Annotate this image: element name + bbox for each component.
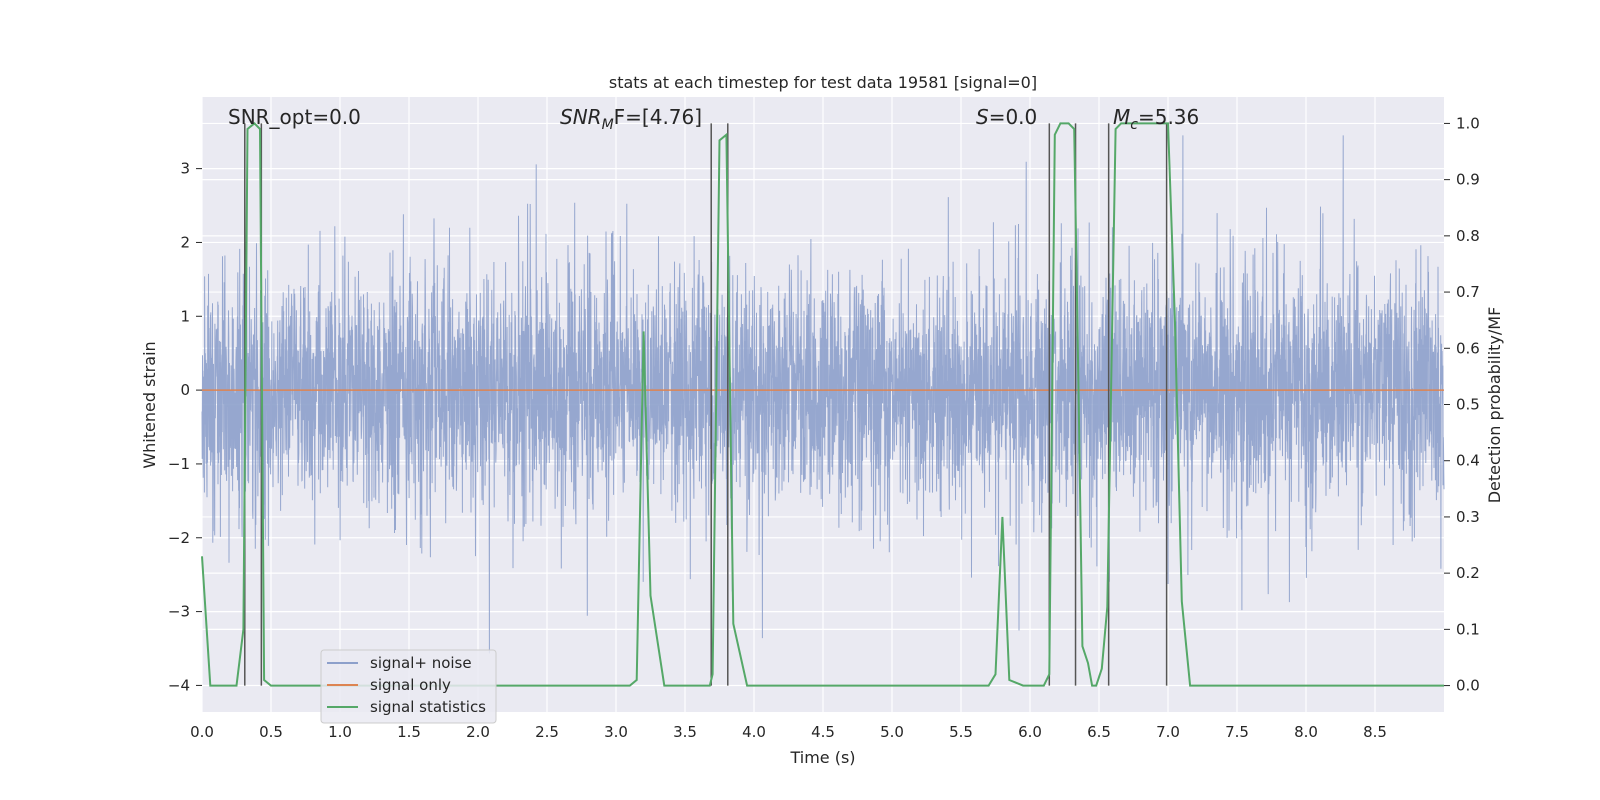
- annotation-snr-mf-main: SNR: [560, 105, 602, 129]
- x-tick-label: 0.0: [190, 723, 214, 741]
- y2-tick-label: 0.0: [1456, 677, 1480, 695]
- chart-title: stats at each timestep for test data 195…: [609, 73, 1037, 92]
- y-tick-label: 0: [180, 381, 190, 399]
- x-tick-label: 6.5: [1087, 723, 1111, 741]
- legend: signal+ noise signal only signal statist…: [320, 649, 497, 724]
- legend-label-noise: signal+ noise: [370, 654, 472, 672]
- y2-axis-label: Detection probability/MF: [1485, 307, 1504, 504]
- annotation-snr-mf: SNRMF=[4.76]: [560, 105, 702, 133]
- x-tick-label: 8.0: [1294, 723, 1318, 741]
- y2-tick-label: 0.7: [1456, 283, 1480, 301]
- annotation-s-rest: =0.0: [989, 105, 1038, 129]
- y2-tick-labels: 1.0 0.9 0.8 0.7 0.6 0.5 0.4 0.3 0.2 0.1 0.0: [1444, 114, 1480, 695]
- y2-tick-label: 0.2: [1456, 564, 1480, 582]
- y-tick-label: −2: [168, 529, 190, 547]
- annotation-mc-sub: c: [1130, 117, 1138, 133]
- y-axis-label: Whitened strain: [140, 341, 159, 468]
- x-axis-label: Time (s): [789, 748, 855, 767]
- x-tick-label: 8.5: [1363, 723, 1387, 741]
- x-tick-label: 7.0: [1156, 723, 1180, 741]
- legend-box: [320, 649, 497, 724]
- y2-tick-label: 1.0: [1456, 114, 1480, 132]
- x-tick-label: 3.0: [604, 723, 628, 741]
- legend-label-stats: signal statistics: [370, 698, 486, 716]
- y-tick-label: −3: [168, 603, 190, 621]
- annotation-mc-main: M: [1113, 105, 1130, 129]
- annotation-s: S=0.0: [976, 105, 1037, 129]
- y-tick-labels: 3 2 1 0 −1 −2 −3 −4: [168, 160, 202, 694]
- y-tick-label: −4: [168, 676, 190, 694]
- annotation-mc-rest: =5.36: [1138, 105, 1199, 129]
- x-tick-label: 1.0: [328, 723, 352, 741]
- y2-tick-label: 0.8: [1456, 227, 1480, 245]
- y-tick-label: 1: [180, 307, 190, 325]
- x-tick-label: 3.5: [673, 723, 697, 741]
- annotation-s-main: S: [976, 105, 989, 129]
- x-tick-label: 1.5: [397, 723, 421, 741]
- x-tick-label: 2.5: [535, 723, 559, 741]
- x-tick-labels: 0.0 0.5 1.0 1.5 2.0 2.5 3.0 3.5 4.0 4.5 5.0 5.5 6.0 6…: [190, 723, 1387, 741]
- x-tick-label: 4.0: [742, 723, 766, 741]
- x-tick-label: 7.5: [1225, 723, 1249, 741]
- y2-tick-label: 0.3: [1456, 508, 1480, 526]
- x-tick-label: 0.5: [259, 723, 283, 741]
- y2-tick-label: 0.1: [1456, 620, 1480, 638]
- x-tick-label: 5.0: [880, 723, 904, 741]
- y2-tick-label: 0.6: [1456, 339, 1480, 357]
- y-tick-label: −1: [168, 455, 190, 473]
- x-tick-label: 2.0: [466, 723, 490, 741]
- y2-tick-label: 0.4: [1456, 452, 1480, 470]
- y-tick-label: 3: [180, 160, 190, 178]
- annotation-mc: Mc=5.36: [1113, 105, 1199, 133]
- annotation-snr-mf-sub: M: [602, 117, 614, 133]
- x-tick-label: 4.5: [811, 723, 835, 741]
- noise-series: [201, 135, 1445, 654]
- x-tick-label: 5.5: [949, 723, 973, 741]
- y-tick-label: 2: [180, 233, 190, 251]
- noise-line: [201, 135, 1445, 654]
- legend-label-signal: signal only: [370, 676, 451, 694]
- x-tick-label: 6.0: [1018, 723, 1042, 741]
- y2-tick-label: 0.9: [1456, 171, 1480, 189]
- annotation-snr-opt: SNR_opt=0.0: [228, 105, 361, 129]
- annotation-snr-mf-rest: F=[4.76]: [614, 105, 702, 129]
- y2-tick-label: 0.5: [1456, 396, 1480, 414]
